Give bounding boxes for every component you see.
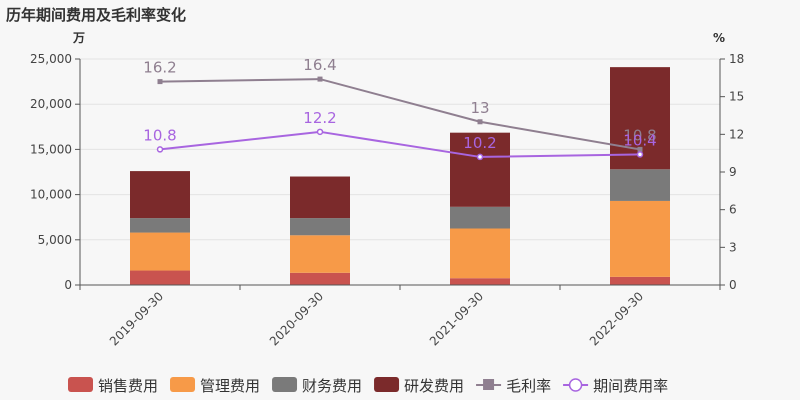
legend-item[interactable]: 管理费用 [170,377,260,395]
bar-segment [130,218,190,233]
data-label: 13 [470,99,489,117]
right-tick-label: 3 [729,240,737,254]
legend-item[interactable]: 研发费用 [374,377,464,395]
legend-label: 期间费用率 [593,377,668,395]
right-tick-label: 9 [729,165,737,179]
left-axis-unit: 万 [72,31,85,45]
right-tick-label: 18 [729,52,744,66]
left-tick-label: 5,000 [38,233,72,247]
legend-swatch [170,377,196,392]
data-label: 10.4 [623,131,656,149]
left-tick-label: 20,000 [30,97,72,111]
line-series [159,78,641,151]
legend-label: 销售费用 [98,377,158,395]
bar-segment [130,171,190,219]
right-tick-label: 15 [729,90,744,104]
legend[interactable]: 销售费用 管理费用 财务费用 研发费用 毛利率 期间费用率 [68,377,668,395]
data-label: 16.4 [303,56,336,74]
legend-item[interactable]: 财务费用 [272,377,362,395]
bar-segment [610,276,670,285]
x-category-label: 2021-09-30 [427,289,486,348]
legend-item[interactable]: 期间费用率 [563,377,668,395]
bar-segment [450,206,510,229]
legend-marker [483,379,495,390]
line-point [156,146,164,153]
x-category-label: 2022-09-30 [587,289,646,348]
line-point [636,151,644,158]
data-label: 10.8 [143,126,176,144]
right-tick-label: 6 [729,203,737,217]
right-tick-label: 0 [729,278,737,292]
legend-item[interactable]: 销售费用 [68,377,158,395]
left-tick-label: 10,000 [30,188,72,202]
bar-segment [130,270,190,285]
bar-segment [610,200,670,277]
right-tick-label: 12 [729,127,744,141]
legend-item[interactable]: 毛利率 [476,377,551,395]
legend-swatch [374,377,400,392]
bar-segment [290,235,350,273]
chart-title: 历年期间费用及毛利率变化 [6,6,186,24]
legend-swatch [68,377,93,392]
left-tick-label: 25,000 [30,52,72,66]
bar-segment [610,169,670,201]
line-series [159,130,641,158]
x-category-label: 2020-09-30 [267,289,326,348]
left-tick-label: 0 [64,278,72,292]
line-point [317,76,323,82]
bar-segment [130,232,190,271]
right-axis-unit: % [713,31,725,45]
data-label: 12.2 [303,109,336,127]
line-point [316,128,324,136]
legend-marker [568,378,583,392]
bar-segment [290,176,350,219]
bar-segment [290,218,350,236]
bar-segment [450,228,510,279]
bar-segment [290,272,350,285]
bar-group [130,67,670,285]
legend-label: 财务费用 [302,377,362,395]
legend-label: 毛利率 [506,377,551,395]
line-point [476,153,484,161]
left-tick-label: 15,000 [30,142,72,156]
line-group: 16.2 16.4 13 10.8 10.8 12.2 10.2 10.4 [143,56,657,161]
line-point [477,119,483,125]
data-label: 10.2 [463,134,496,152]
bar-segment [450,278,510,285]
data-label: 16.2 [143,59,176,77]
legend-label: 管理费用 [200,377,260,395]
data-label: 10.8 [623,126,656,144]
legend-label: 研发费用 [404,377,464,395]
bar-segment [450,132,510,207]
legend-swatch [272,377,298,392]
line-point [637,146,643,152]
x-category-label: 2019-09-30 [107,289,166,348]
line-point [157,79,163,85]
